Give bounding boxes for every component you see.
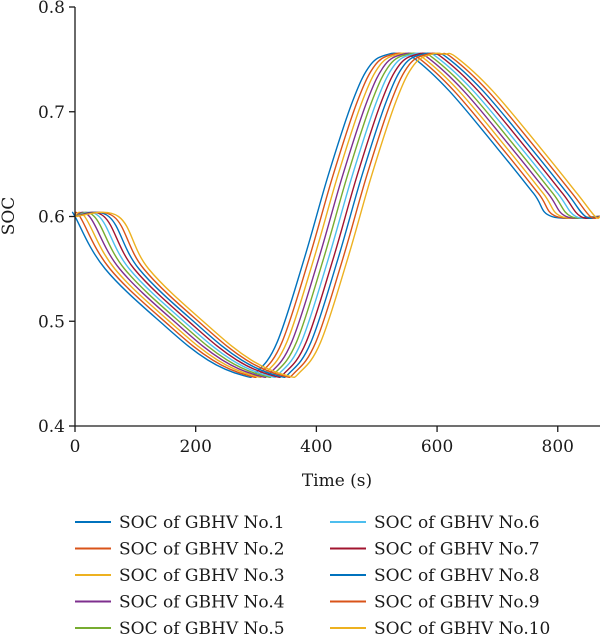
legend-item-10: SOC of GBHV No.10 <box>330 619 550 639</box>
y-tick-label: 0.4 <box>38 417 65 437</box>
series-line-2 <box>74 52 600 379</box>
legend-item-4: SOC of GBHV No.4 <box>75 593 285 613</box>
legend: SOC of GBHV No.1 SOC of GBHV No.2 SOC of G… <box>75 513 550 639</box>
legend-item-7: SOC of GBHV No.7 <box>330 540 540 560</box>
legend-item-9: SOC of GBHV No.9 <box>330 593 540 613</box>
ticks: 0 200 400 600 800 0.4 0.5 0.6 0.7 0.8 <box>38 0 574 457</box>
legend-item-6: SOC of GBHV No.6 <box>330 513 540 533</box>
legend-label: SOC of GBHV No.7 <box>374 540 540 560</box>
series-line-8 <box>74 52 600 379</box>
legend-label: SOC of GBHV No.1 <box>119 513 285 533</box>
series-line-3 <box>74 52 600 379</box>
x-tick-label: 800 <box>542 437 574 457</box>
legend-label: SOC of GBHV No.10 <box>374 619 550 639</box>
series-line-10 <box>74 52 600 379</box>
series-line-4 <box>74 52 600 379</box>
legend-label: SOC of GBHV No.5 <box>119 619 285 639</box>
y-tick-label: 0.7 <box>38 103 65 123</box>
legend-item-5: SOC of GBHV No.5 <box>75 619 285 639</box>
x-axis-title: Time (s) <box>302 471 372 491</box>
y-tick-label: 0.8 <box>38 0 65 18</box>
series-line-6 <box>74 52 600 379</box>
legend-label: SOC of GBHV No.8 <box>374 566 540 586</box>
legend-label: SOC of GBHV No.2 <box>119 540 285 560</box>
legend-item-2: SOC of GBHV No.2 <box>75 540 285 560</box>
series-layer <box>71 52 600 379</box>
y-axis-title: SOC <box>0 197 19 236</box>
series-line-7 <box>74 52 600 379</box>
legend-item-3: SOC of GBHV No.3 <box>75 566 285 586</box>
x-tick-label: 400 <box>300 437 332 457</box>
x-tick-label: 200 <box>179 437 211 457</box>
series-line-9 <box>74 52 600 379</box>
y-tick-label: 0.6 <box>38 208 65 228</box>
x-tick-label: 600 <box>421 437 453 457</box>
legend-label: SOC of GBHV No.6 <box>374 513 540 533</box>
legend-label: SOC of GBHV No.4 <box>119 593 285 613</box>
x-tick-label: 0 <box>70 437 81 457</box>
y-tick-label: 0.5 <box>38 312 65 332</box>
legend-label: SOC of GBHV No.3 <box>119 566 285 586</box>
series-line-1 <box>71 52 600 379</box>
legend-item-8: SOC of GBHV No.8 <box>330 566 540 586</box>
series-line-5 <box>74 52 600 379</box>
legend-label: SOC of GBHV No.9 <box>374 593 540 613</box>
legend-item-1: SOC of GBHV No.1 <box>75 513 285 533</box>
axes <box>74 7 600 427</box>
